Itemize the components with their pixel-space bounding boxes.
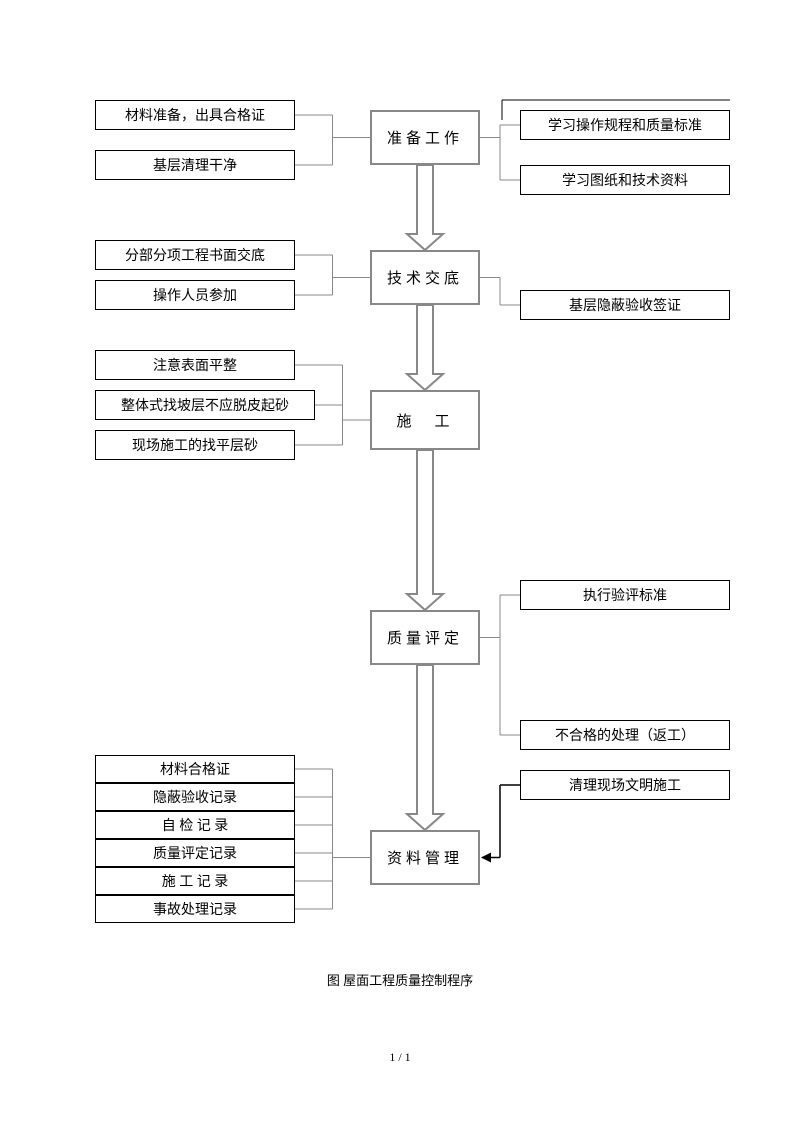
page-number: 1 / 1 xyxy=(0,1050,800,1065)
side-node-l2b: 操作人员参加 xyxy=(95,280,295,310)
side-node-l5d: 质量评定记录 xyxy=(95,839,295,867)
side-node-r2a: 基层隐蔽验收签证 xyxy=(520,290,730,320)
side-node-l5e: 施 工 记 录 xyxy=(95,867,295,895)
side-node-l3c: 现场施工的找平层砂 xyxy=(95,430,295,460)
main-node-constr: 施 工 xyxy=(370,390,480,450)
side-node-r1a: 学习操作规程和质量标准 xyxy=(520,110,730,140)
side-node-l3b: 整体式找坡层不应脱皮起砂 xyxy=(95,390,315,420)
main-node-prep: 准备工作 xyxy=(370,110,480,165)
side-node-l1a: 材料准备，出具合格证 xyxy=(95,100,295,130)
main-node-tech: 技术交底 xyxy=(370,250,480,305)
main-node-doc: 资料管理 xyxy=(370,830,480,885)
side-node-l5c: 自 检 记 录 xyxy=(95,811,295,839)
side-node-r5a: 清理现场文明施工 xyxy=(520,770,730,800)
side-node-l5f: 事故处理记录 xyxy=(95,895,295,923)
side-node-r1b: 学习图纸和技术资料 xyxy=(520,165,730,195)
side-node-l3a: 注意表面平整 xyxy=(95,350,295,380)
side-node-l5b: 隐蔽验收记录 xyxy=(95,783,295,811)
side-node-r4a: 执行验评标准 xyxy=(520,580,730,610)
side-node-r4b: 不合格的处理（返工） xyxy=(520,720,730,750)
flowchart-stage: 图 屋面工程质量控制程序 1 / 1 准备工作技术交底施 工质量评定资料管理 材料… xyxy=(0,0,800,1133)
side-node-l2a: 分部分项工程书面交底 xyxy=(95,240,295,270)
figure-caption: 图 屋面工程质量控制程序 xyxy=(0,970,800,989)
side-node-l5a: 材料合格证 xyxy=(95,755,295,783)
main-node-eval: 质量评定 xyxy=(370,610,480,665)
side-node-l1b: 基层清理干净 xyxy=(95,150,295,180)
